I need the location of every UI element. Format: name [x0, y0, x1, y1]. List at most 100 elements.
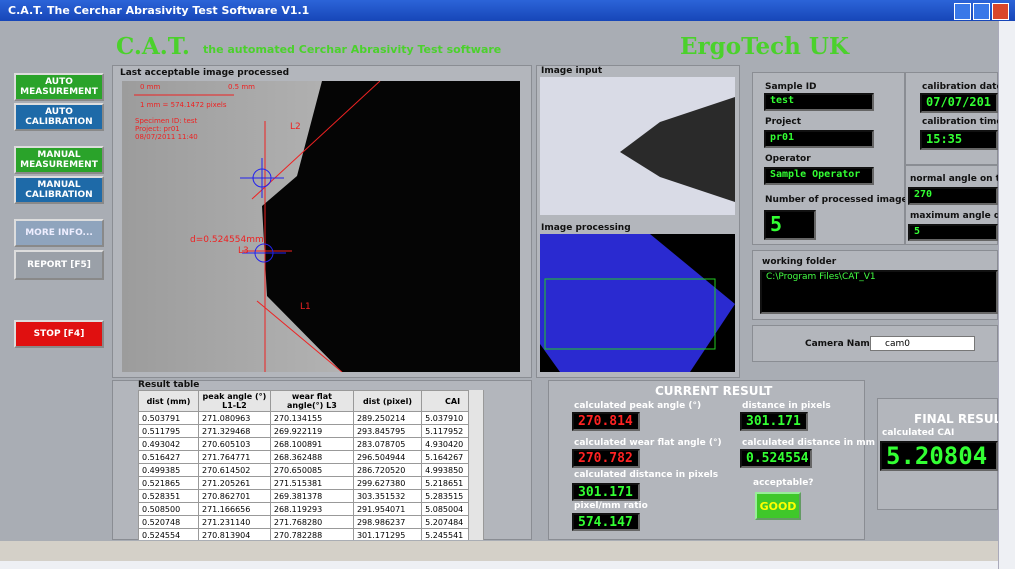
- max-dev-label: maximum angle dev: [910, 211, 1013, 221]
- table-cell: 270.134155: [269, 411, 354, 425]
- pixels-label: distance in pixels: [742, 401, 831, 411]
- cai-value: 5.20804: [880, 441, 998, 471]
- table-cell: 0.521865: [138, 476, 199, 490]
- table-cell: 270.813904: [197, 528, 271, 540]
- peak-value: 270.814: [572, 412, 640, 431]
- more-info-button[interactable]: MORE INFO...: [14, 219, 104, 247]
- table-cell: 0.508500: [138, 502, 199, 516]
- table-cell: 296.504944: [352, 450, 423, 464]
- table-scrollbar[interactable]: [468, 390, 483, 540]
- pixels-value: 301.171: [740, 412, 808, 431]
- cai-label: calculated CAI: [882, 428, 955, 438]
- column-header: dist (mm): [138, 390, 199, 412]
- timestamp: 08/07/2011 11:40: [135, 133, 198, 141]
- vertical-scrollbar[interactable]: [998, 21, 1015, 569]
- scale-mid: 0.5 mm: [228, 83, 255, 91]
- stop-button[interactable]: STOP [F4]: [14, 320, 104, 348]
- calibration-date-label: calibration date: [922, 82, 1003, 92]
- table-cell: 271.080963: [197, 411, 271, 425]
- window-controls: [954, 3, 1009, 20]
- table-cell: 0.516427: [138, 450, 199, 464]
- table-row: 0.493042 270.605103 268.100891 283.078705 4.…: [138, 437, 484, 451]
- table-cell: 301.171295: [352, 528, 423, 540]
- ratio-label: pixel/mm ratio: [574, 501, 648, 511]
- table-cell: 271.166656: [197, 502, 271, 516]
- report-button[interactable]: REPORT [F5]: [14, 250, 104, 280]
- close[interactable]: [992, 3, 1009, 20]
- table-cell: 0.520748: [138, 515, 199, 529]
- table-cell: 286.720520: [352, 463, 423, 477]
- table-cell: 271.768280: [269, 515, 354, 529]
- table-cell: 0.499385: [138, 463, 199, 477]
- table-cell: 289.250214: [352, 411, 423, 425]
- camera-select[interactable]: cam0: [870, 336, 975, 351]
- image-input-title: Image input: [541, 66, 603, 76]
- table-row: 0.524554 270.813904 270.782288 301.171295 5.…: [138, 528, 484, 540]
- table-row: 0.511795 271.329468 269.922119 293.845795 5.…: [138, 424, 484, 438]
- minimize[interactable]: [954, 3, 971, 20]
- calibration-date: 07/07/201: [920, 93, 998, 113]
- project-label: Project: [765, 117, 802, 127]
- maximize[interactable]: [973, 3, 990, 20]
- table-cell: 270.650085: [269, 463, 354, 477]
- image-panel-title: Last acceptable image processed: [120, 68, 290, 78]
- table-cell: 271.515381: [269, 476, 354, 490]
- logo: C.A.T.: [116, 33, 190, 60]
- count: 5: [764, 210, 816, 240]
- wear-label: calculated wear flat angle (°): [574, 438, 722, 448]
- image-processing-title: Image processing: [541, 223, 631, 233]
- table-cell: 270.605103: [197, 437, 271, 451]
- max-dev[interactable]: 5: [908, 224, 998, 241]
- specimen: Specimen ID: test: [135, 117, 198, 125]
- normal-angle[interactable]: 270: [908, 187, 998, 205]
- sample-id[interactable]: test: [764, 93, 874, 111]
- operator-label: Operator: [765, 154, 811, 164]
- table-cell: 271.205261: [197, 476, 271, 490]
- table-cell: 268.119293: [269, 502, 354, 516]
- current-result-title: CURRENT RESULT: [655, 384, 773, 398]
- table-cell: 270.862701: [197, 489, 271, 503]
- table-cell: 283.078705: [352, 437, 423, 451]
- table-cell: 303.351532: [352, 489, 423, 503]
- table-cell: 268.362488: [269, 450, 354, 464]
- processing-image: [540, 234, 735, 372]
- folder-path[interactable]: C:\Program Files\CAT_V1: [760, 270, 998, 314]
- table-row: 0.528351 270.862701 269.381378 303.351532 5.…: [138, 489, 484, 503]
- table-cell: 299.627380: [352, 476, 423, 490]
- distance-label: d=0.524554mm: [190, 235, 264, 245]
- manual-calibration-button[interactable]: MANUAL CALIBRATION: [14, 176, 104, 204]
- manual-measurement-button[interactable]: MANUAL MEASUREMENT: [14, 146, 104, 174]
- table-row: 0.499385 270.614502 270.650085 286.720520 4.…: [138, 463, 484, 477]
- table-cell: 269.922119: [269, 424, 354, 438]
- scale-ratio: 1 mm = 574.1472 pixels: [140, 101, 227, 109]
- calibration-time: 15:35: [920, 130, 998, 150]
- horizontal-scrollbar[interactable]: [0, 561, 998, 569]
- project[interactable]: pr01: [764, 130, 874, 148]
- l3-label: L3: [238, 246, 249, 256]
- result-table-title: Result table: [138, 380, 200, 390]
- table-row: 0.516427 271.764771 268.362488 296.504944 5.…: [138, 450, 484, 464]
- operator[interactable]: Sample Operator: [764, 167, 874, 185]
- table-cell: 268.100891: [269, 437, 354, 451]
- status-bar: [0, 541, 998, 561]
- table-cell: 270.782288: [269, 528, 354, 540]
- input-image: [540, 77, 735, 215]
- company: ErgoTech UK: [680, 33, 849, 60]
- table-row: 0.503791 271.080963 270.134155 289.250214 5.…: [138, 411, 484, 425]
- auto-calibration-button[interactable]: AUTO CALIBRATION: [14, 103, 104, 131]
- auto-measurement-button[interactable]: AUTO MEASUREMENT: [14, 73, 104, 101]
- processed-image: [122, 81, 520, 372]
- dist-px-value: 301.171: [572, 483, 640, 501]
- l1-label: L1: [300, 302, 311, 312]
- normal-angle-label: normal angle on the: [910, 174, 1013, 184]
- dist-mm-value: 0.524554: [740, 449, 812, 468]
- acceptable-indicator: GOOD: [755, 492, 801, 520]
- table-cell: 270.614502: [197, 463, 271, 477]
- table-row: 0.521865 271.205261 271.515381 299.627380 5.…: [138, 476, 484, 490]
- column-header: dist (pixel): [352, 390, 423, 412]
- table-row: 0.508500 271.166656 268.119293 291.954071 5.…: [138, 502, 484, 516]
- table-cell: 271.231140: [197, 515, 271, 529]
- sample-id-label: Sample ID: [765, 82, 817, 92]
- column-header: peak angle (°) L1-L2: [197, 390, 271, 412]
